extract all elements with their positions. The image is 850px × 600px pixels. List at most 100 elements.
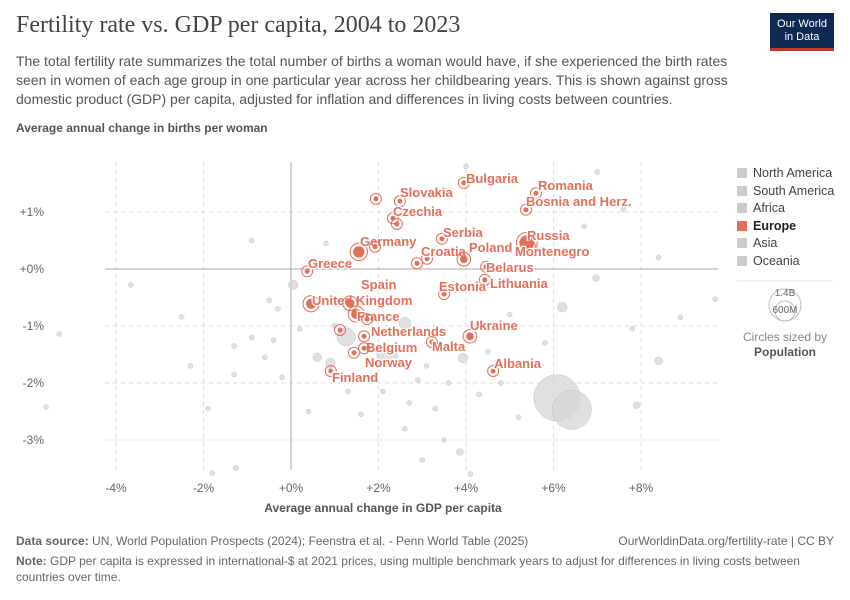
data-point-europe: [337, 327, 343, 333]
data-point-europe: [397, 198, 403, 204]
legend-item[interactable]: North America: [737, 166, 832, 181]
data-point: [552, 389, 592, 430]
data-point-europe: [353, 246, 365, 258]
data-point: [178, 314, 185, 320]
size-legend-big-label: 1.4B: [775, 288, 796, 299]
data-point-europe: [429, 339, 435, 345]
data-point-halo: [369, 192, 382, 205]
point-label: Romania: [538, 178, 594, 193]
data-point: [262, 354, 268, 361]
legend-label: South America: [753, 183, 835, 198]
data-point-europe: [441, 291, 447, 297]
data-point-halo: [438, 288, 451, 301]
data-point-europe: [482, 277, 488, 283]
point-label: Netherlands: [371, 324, 446, 339]
data-point: [655, 254, 662, 261]
data-point: [456, 448, 464, 456]
data-point-halo: [462, 328, 478, 344]
data-point-halo: [358, 330, 371, 343]
data-point-europe: [361, 345, 367, 351]
data-point: [248, 334, 255, 341]
data-point: [231, 343, 237, 349]
data-point-europe: [490, 368, 496, 374]
point-label: Poland: [469, 240, 512, 255]
data-point: [266, 297, 272, 304]
data-point-europe: [533, 190, 539, 196]
legend-item[interactable]: Asia: [737, 236, 777, 251]
data-point-halo: [487, 365, 500, 378]
data-point: [476, 391, 482, 398]
data-point: [231, 371, 237, 378]
data-point: [279, 374, 285, 381]
data-point: [423, 363, 430, 369]
data-point: [629, 326, 635, 332]
data-point-europe: [345, 298, 355, 308]
x-tick-label: +6%: [541, 481, 566, 495]
point-label: United Kingdom: [312, 293, 412, 308]
data-point-europe: [351, 350, 357, 356]
y-tick-label: -3%: [23, 433, 45, 447]
y-axis-label: Average annual change in births per woma…: [16, 121, 268, 135]
owid-logo[interactable]: Our World in Data: [770, 13, 834, 51]
legend-item[interactable]: South America: [737, 184, 834, 199]
data-point: [380, 388, 386, 395]
data-point-europe: [351, 308, 362, 320]
data-point-halo: [425, 335, 438, 348]
point-label: Malta: [432, 339, 466, 354]
point-label: Belgium: [366, 340, 417, 355]
x-tick-label: +0%: [279, 481, 304, 495]
data-point-halo: [324, 365, 337, 378]
data-point: [323, 240, 329, 247]
data-point-halo: [348, 346, 360, 359]
data-point-halo: [456, 251, 472, 267]
size-legend-small: [774, 300, 796, 322]
x-axis-label: Average annual change in GDP per capita: [264, 501, 502, 515]
data-point-europe: [304, 268, 310, 274]
data-point-europe: [439, 236, 445, 242]
size-legend-small-label: 600M: [772, 305, 797, 316]
data-point: [592, 274, 600, 282]
legend-label: Asia: [753, 236, 778, 250]
point-label: Czechia: [393, 204, 443, 219]
point-label: Montenegro: [515, 244, 589, 259]
legend-item[interactable]: Africa: [737, 201, 785, 216]
point-label: Lithuania: [490, 276, 549, 291]
y-tick-label: +0%: [20, 262, 45, 276]
data-point-halo: [302, 295, 320, 313]
data-point-halo: [358, 342, 371, 355]
data-point-europe: [306, 298, 317, 309]
data-point-europe: [364, 316, 370, 322]
data-point: [515, 414, 522, 420]
legend-swatch: [737, 238, 747, 248]
chart-header: Fertility rate vs. GDP per capita, 2004 …: [16, 10, 756, 135]
data-point: [43, 404, 49, 410]
legend-item[interactable]: Oceania: [737, 254, 800, 269]
data-point-halo: [301, 265, 314, 278]
data-point: [275, 306, 281, 312]
x-tick-label: -4%: [105, 481, 127, 495]
data-point-halo: [530, 187, 542, 200]
data-point: [288, 279, 299, 291]
legend-label: Europe: [753, 218, 797, 233]
data-point-halo: [478, 273, 491, 286]
legend-item[interactable]: Europe: [737, 219, 796, 234]
data-point: [205, 405, 211, 412]
size-variable: Population: [754, 345, 816, 359]
point-label: Russia: [527, 228, 570, 243]
legend-swatch: [737, 168, 747, 178]
source-url[interactable]: OurWorldinData.org/fertility-rate | CC B…: [618, 534, 834, 548]
data-point-halo: [369, 240, 381, 253]
data-point: [485, 348, 491, 355]
data-point: [305, 408, 312, 415]
data-point: [632, 401, 641, 409]
x-tick-label: -2%: [193, 481, 215, 495]
data-point: [498, 380, 504, 386]
data-point: [463, 163, 469, 170]
data-point: [402, 425, 408, 432]
data-point: [358, 411, 364, 418]
data-point: [432, 405, 439, 412]
legend-swatch: [737, 185, 747, 196]
x-tick-label: +8%: [629, 481, 654, 495]
y-tick-label: +1%: [20, 205, 45, 219]
y-tick-label: -2%: [23, 376, 45, 390]
